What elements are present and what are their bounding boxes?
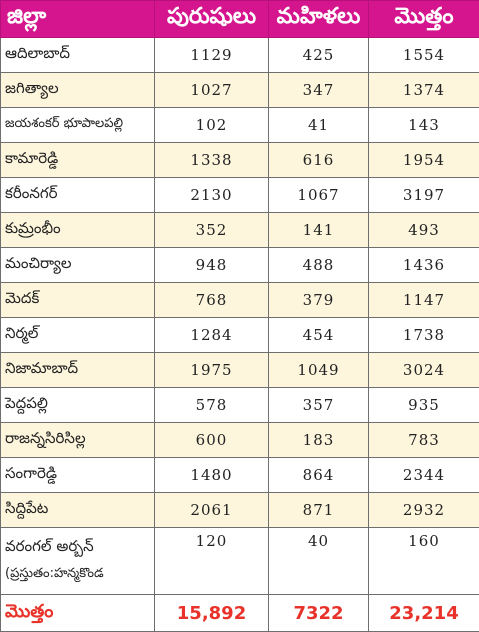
table-row: జయశంకర్ భూపాలపల్లి 102 41 143 [1,108,479,143]
men-count: 1338 [155,143,269,178]
totals-label: మొత్తం [1,595,155,632]
women-count: 425 [269,38,369,73]
district-name: వరంగల్ అర్బన్ (ప్రస్తుతం:హన్మకొండ [1,528,155,595]
men-count: 600 [155,423,269,458]
men-count: 102 [155,108,269,143]
men-count: 1975 [155,353,269,388]
total-count: 2932 [369,493,479,528]
total-count: 1954 [369,143,479,178]
header-women: మహిళలు [269,1,369,38]
total-count: 935 [369,388,479,423]
total-count: 1147 [369,283,479,318]
women-count: 488 [269,248,369,283]
men-count: 2130 [155,178,269,213]
totals-women: 7322 [269,595,369,632]
men-count: 352 [155,213,269,248]
men-count: 768 [155,283,269,318]
table-row: నిర్మల్ 1284 454 1738 [1,318,479,353]
table-row: కామారెడ్డి 1338 616 1954 [1,143,479,178]
men-count: 1027 [155,73,269,108]
total-count: 160 [369,528,479,595]
table-row: ఆదిలాబాద్ 1129 425 1554 [1,38,479,73]
table-row: కరీంనగర్ 2130 1067 3197 [1,178,479,213]
district-name: జగిత్యాల [1,73,155,108]
men-count: 120 [155,528,269,595]
district-name-line2: (ప్రస్తుతం:హన్మకొండ [5,560,154,588]
district-name: ఆదిలాబాద్ [1,38,155,73]
district-name: మంచిర్యాల [1,248,155,283]
district-name: మెదక్ [1,283,155,318]
header-row: జిల్లా పురుషులు మహిళలు మొత్తం [1,1,479,38]
totals-men: 15,892 [155,595,269,632]
women-count: 1067 [269,178,369,213]
header-men: పురుషులు [155,1,269,38]
table-row: నిజామాబాద్ 1975 1049 3024 [1,353,479,388]
district-name: రాజన్నసిరిసిల్ల [1,423,155,458]
table-row: మంచిర్యాల 948 488 1436 [1,248,479,283]
district-name: పెద్దపల్లి [1,388,155,423]
total-count: 1738 [369,318,479,353]
table-row: మెదక్ 768 379 1147 [1,283,479,318]
district-name: కుమ్రంభీం [1,213,155,248]
men-count: 2061 [155,493,269,528]
women-count: 41 [269,108,369,143]
women-count: 454 [269,318,369,353]
table-row: పెద్దపల్లి 578 357 935 [1,388,479,423]
women-count: 183 [269,423,369,458]
table-row: సంగారెడ్డి 1480 864 2344 [1,458,479,493]
table-row: సిద్దిపేట 2061 871 2932 [1,493,479,528]
header-total: మొత్తం [369,1,479,38]
women-count: 141 [269,213,369,248]
total-count: 143 [369,108,479,143]
men-count: 1480 [155,458,269,493]
total-count: 3197 [369,178,479,213]
women-count: 357 [269,388,369,423]
men-count: 948 [155,248,269,283]
table-row: రాజన్నసిరిసిల్ల 600 183 783 [1,423,479,458]
total-count: 493 [369,213,479,248]
men-count: 578 [155,388,269,423]
header-district: జిల్లా [1,1,155,38]
total-count: 2344 [369,458,479,493]
district-name: సిద్దిపేట [1,493,155,528]
women-count: 347 [269,73,369,108]
total-count: 1374 [369,73,479,108]
total-count: 783 [369,423,479,458]
women-count: 1049 [269,353,369,388]
total-count: 1436 [369,248,479,283]
table-row: కుమ్రంభీం 352 141 493 [1,213,479,248]
women-count: 616 [269,143,369,178]
district-name: నిర్మల్ [1,318,155,353]
district-name-line1: వరంగల్ అర్బన్ [5,532,154,560]
table-row: జగిత్యాల 1027 347 1374 [1,73,479,108]
district-name: కరీంనగర్ [1,178,155,213]
totals-total: 23,214 [369,595,479,632]
district-name: జయశంకర్ భూపాలపల్లి [1,108,155,143]
table-row: వరంగల్ అర్బన్ (ప్రస్తుతం:హన్మకొండ 120 40… [1,528,479,595]
total-count: 1554 [369,38,479,73]
men-count: 1284 [155,318,269,353]
women-count: 40 [269,528,369,595]
district-name: నిజామాబాద్ [1,353,155,388]
district-name: కామారెడ్డి [1,143,155,178]
district-name: సంగారెడ్డి [1,458,155,493]
men-count: 1129 [155,38,269,73]
totals-row: మొత్తం 15,892 7322 23,214 [1,595,479,632]
women-count: 871 [269,493,369,528]
women-count: 864 [269,458,369,493]
total-count: 3024 [369,353,479,388]
women-count: 379 [269,283,369,318]
